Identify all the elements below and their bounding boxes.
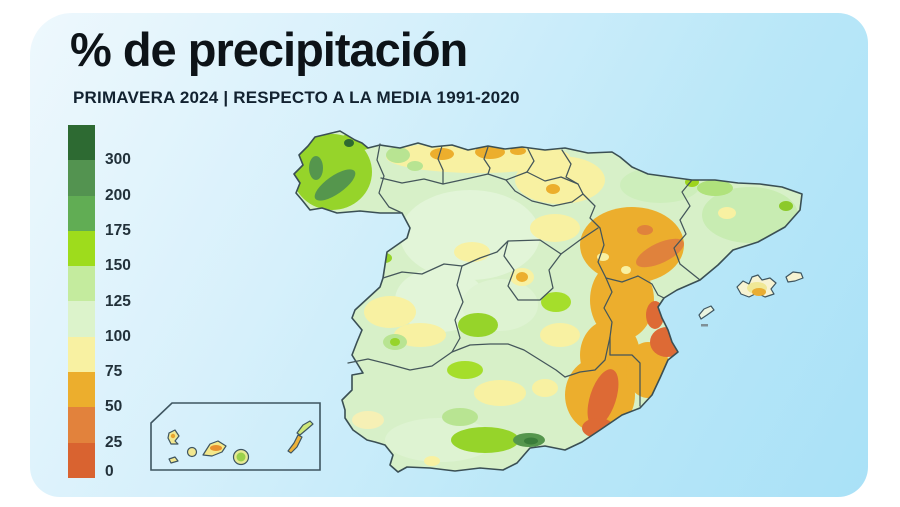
menorca-island (785, 271, 804, 283)
tenerife-island (202, 440, 227, 457)
legend-segment (68, 125, 95, 161)
formentera-island (701, 324, 708, 327)
legend-label: 100 (105, 327, 131, 345)
lanzarote-island (296, 420, 314, 436)
la-palma-island (167, 429, 180, 445)
region-borders (347, 143, 701, 407)
legend-segment (68, 195, 95, 231)
legend-label: 25 (105, 433, 123, 451)
legend-label: 300 (105, 151, 131, 169)
legend-color-bar (68, 125, 95, 478)
legend-label: 150 (105, 257, 131, 275)
canary-islands-inset (150, 402, 321, 471)
gran-canaria-island (232, 448, 250, 466)
legend-segment (68, 336, 95, 373)
fuerteventura-island (287, 434, 303, 454)
legend-segment (68, 266, 95, 302)
mallorca-island (736, 274, 777, 298)
mainland-contours (293, 130, 803, 473)
legend-segment (68, 372, 95, 408)
legend-segment (68, 301, 95, 337)
color-scale-legend: 300 200 175 150 125 100 75 50 25 0 (68, 125, 148, 485)
subtitle: PRIMAVERA 2024 | RESPECTO A LA MEDIA 199… (73, 88, 520, 107)
legend-segment (68, 160, 95, 196)
legend-segment (68, 442, 95, 478)
la-gomera-island (186, 446, 198, 458)
legend-segment (68, 407, 95, 443)
legend-label: 50 (105, 398, 123, 416)
inset-box (150, 402, 321, 471)
legend-label: 175 (105, 221, 131, 239)
page-title: % de precipitación (70, 23, 468, 76)
legend-label: 0 (105, 463, 114, 480)
legend-segment (68, 230, 95, 267)
legend-label: 200 (105, 186, 131, 204)
legend-label: 75 (105, 363, 123, 381)
legend-label: 125 (105, 292, 131, 310)
el-hierro-island (168, 456, 179, 464)
ibiza-island (698, 305, 715, 320)
balearic-islands (698, 271, 804, 327)
